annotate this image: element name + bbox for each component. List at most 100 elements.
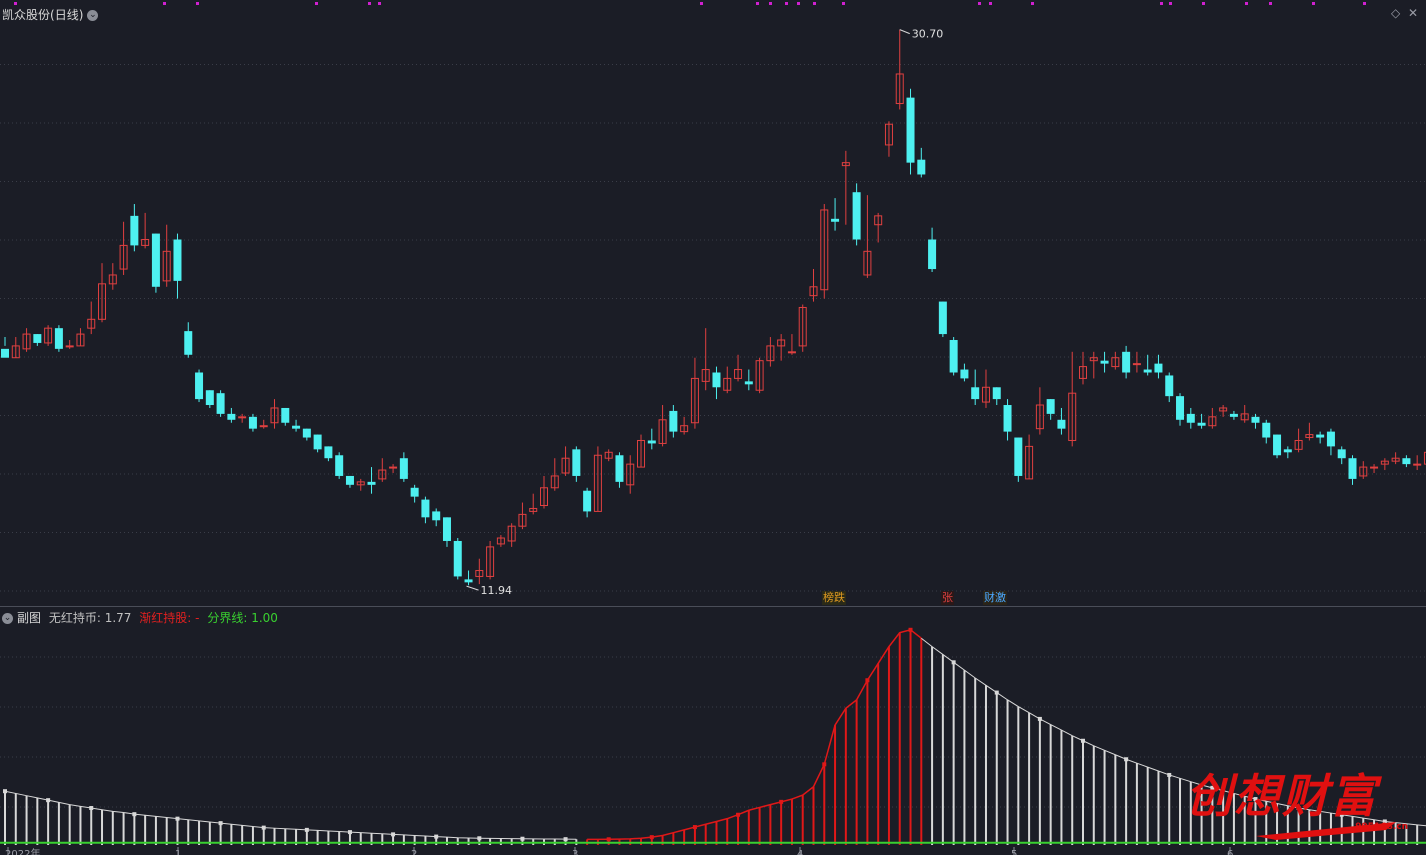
candle-body xyxy=(1014,437,1023,476)
candle-body xyxy=(270,407,279,424)
candle-body xyxy=(238,416,247,419)
candle-body xyxy=(658,419,667,444)
candle-body xyxy=(1380,460,1389,465)
candle-body xyxy=(1348,458,1357,479)
candle-body xyxy=(1197,422,1206,426)
signal-marker xyxy=(797,2,800,5)
candle-body xyxy=(1337,449,1346,459)
candle-body xyxy=(1046,399,1055,414)
signal-marker xyxy=(978,2,981,5)
watermark-brush-stroke xyxy=(1256,822,1396,840)
event-tag-zhang[interactable]: 张 xyxy=(941,591,954,605)
candle-body xyxy=(389,466,398,469)
candle-body xyxy=(87,318,96,329)
candle-body xyxy=(938,301,947,335)
chevron-down-icon[interactable]: ⌄ xyxy=(87,10,99,21)
chart-title: 凯众股份(日线) ⌄ xyxy=(2,6,99,23)
candle-body xyxy=(410,487,419,497)
event-tag-caiji[interactable]: 财激 xyxy=(983,591,1007,605)
candle-body xyxy=(1208,416,1217,427)
candle-body xyxy=(292,425,301,429)
signal-marker xyxy=(315,2,318,5)
candle-body xyxy=(841,162,850,167)
candle-body xyxy=(464,579,473,583)
x-axis-label: 1 xyxy=(175,849,181,855)
candle-body xyxy=(345,475,354,485)
candle-body xyxy=(184,331,193,355)
candle-body xyxy=(1423,451,1426,465)
x-axis-label: 2 xyxy=(411,849,417,855)
candle-body xyxy=(1,348,9,358)
signal-marker xyxy=(1031,2,1034,5)
close-icon[interactable]: ✕ xyxy=(1408,6,1419,20)
candle-body xyxy=(1057,419,1066,429)
candle-body xyxy=(1262,422,1271,438)
signal-marker xyxy=(1202,2,1205,5)
candle-body xyxy=(1240,413,1249,421)
signal-marker xyxy=(1269,2,1272,5)
candle-body xyxy=(669,410,678,432)
chevron-down-icon[interactable]: ⌄ xyxy=(2,613,13,624)
candle-body xyxy=(777,339,786,347)
candle-body xyxy=(162,250,171,282)
candle-body xyxy=(281,407,290,423)
candlestick-panel: 30.70 11.94 xyxy=(0,28,1426,597)
signal-marker xyxy=(14,2,17,5)
candle-body xyxy=(432,511,441,521)
candle-body xyxy=(1219,407,1228,412)
series-label-wuhong: 无红持币: xyxy=(48,611,101,625)
candle-body xyxy=(378,469,387,480)
event-tag-bangdie[interactable]: 榜跌 xyxy=(822,591,846,605)
candle-body xyxy=(895,73,904,105)
series-value-jianhong: - xyxy=(195,611,200,625)
candle-body xyxy=(1229,413,1238,417)
x-axis-label: 4 xyxy=(797,849,803,855)
candle-body xyxy=(496,537,505,545)
candle-body xyxy=(227,413,236,420)
candle-body xyxy=(734,369,743,379)
candle-body xyxy=(928,239,937,270)
candle-body xyxy=(22,333,31,350)
candle-body xyxy=(820,209,829,291)
candle-body xyxy=(44,327,53,344)
candle-body xyxy=(1176,396,1185,420)
signal-marker xyxy=(1312,2,1315,5)
candle-body xyxy=(195,372,204,400)
candle-body xyxy=(98,283,107,320)
candle-body xyxy=(205,390,214,406)
candle-body xyxy=(1089,357,1098,362)
candle-body xyxy=(755,360,764,391)
candle-body xyxy=(173,239,182,281)
panel-divider[interactable] xyxy=(0,606,1426,607)
candle-body xyxy=(130,215,139,246)
signal-marker xyxy=(196,2,199,5)
candle-body xyxy=(529,507,538,512)
candle-body xyxy=(11,345,20,359)
candle-body xyxy=(647,440,656,444)
signal-marker xyxy=(1245,2,1248,5)
candle-body xyxy=(65,345,74,348)
candle-body xyxy=(884,123,893,146)
candle-body xyxy=(475,570,484,577)
candle-body xyxy=(1143,369,1152,373)
x-axis-label: 3 xyxy=(572,849,578,855)
x-axis-label: 6 xyxy=(1227,849,1233,855)
signal-marker xyxy=(1169,2,1172,5)
candle-body xyxy=(637,439,646,468)
series-value-fenjie: 1.00 xyxy=(251,611,278,625)
watermark-text: 创想财富 xyxy=(1186,769,1378,823)
candle-body xyxy=(1100,360,1109,364)
candle-body xyxy=(583,490,592,512)
candle-body xyxy=(1273,434,1282,456)
candle-body xyxy=(1283,449,1292,453)
diamond-icon[interactable]: ◇ xyxy=(1391,6,1401,20)
candle-body xyxy=(324,446,333,459)
signal-marker xyxy=(989,2,992,5)
candle-body xyxy=(572,449,581,476)
candle-body xyxy=(831,218,840,222)
candle-body xyxy=(971,387,980,400)
candle-body xyxy=(798,306,807,347)
candle-body xyxy=(1186,413,1195,423)
signal-marker-strip xyxy=(14,2,1366,5)
candle-body xyxy=(690,377,699,424)
